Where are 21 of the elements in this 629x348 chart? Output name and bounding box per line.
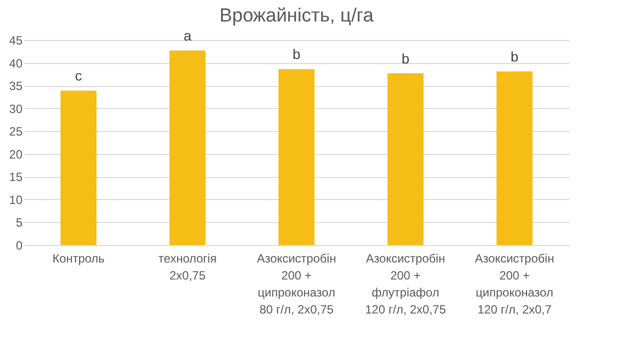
annotation: b — [402, 50, 410, 66]
annotation: a — [184, 27, 192, 44]
x-tick-label: Азоксистробін 200 + ципроконазол 120 г/л, 2x0,7 — [474, 252, 554, 316]
y-tick-label: 0 — [16, 238, 23, 252]
chart-title: Врожайність, ц/га — [219, 5, 374, 26]
x-tick-label: Азоксистробін 200 + ципроконазол 80 г/л, 2x0,75 — [256, 252, 336, 316]
x-tick-label: технологія 2x0,75 — [158, 252, 217, 282]
y-tick-label: 15 — [9, 170, 23, 184]
annotation: b — [510, 48, 519, 64]
y-tick-label: 5 — [16, 216, 23, 230]
y-tick-label: 35 — [9, 79, 23, 94]
y-tick-label: 45 — [9, 34, 23, 48]
y-tick-label: 10 — [9, 192, 23, 207]
annotation: c — [75, 68, 82, 84]
x-tick-label: Контроль — [52, 252, 105, 266]
y-tick-label: 40 — [9, 56, 23, 70]
y-tick-label: 25 — [9, 124, 23, 139]
x-tick-label: Азоксистробін 200 + флутріафол 120 г/л, 2x0,75 — [365, 252, 446, 316]
annotation: b — [292, 46, 301, 62]
y-tick-label: 30 — [9, 102, 23, 116]
y-tick-label: 20 — [9, 147, 23, 162]
